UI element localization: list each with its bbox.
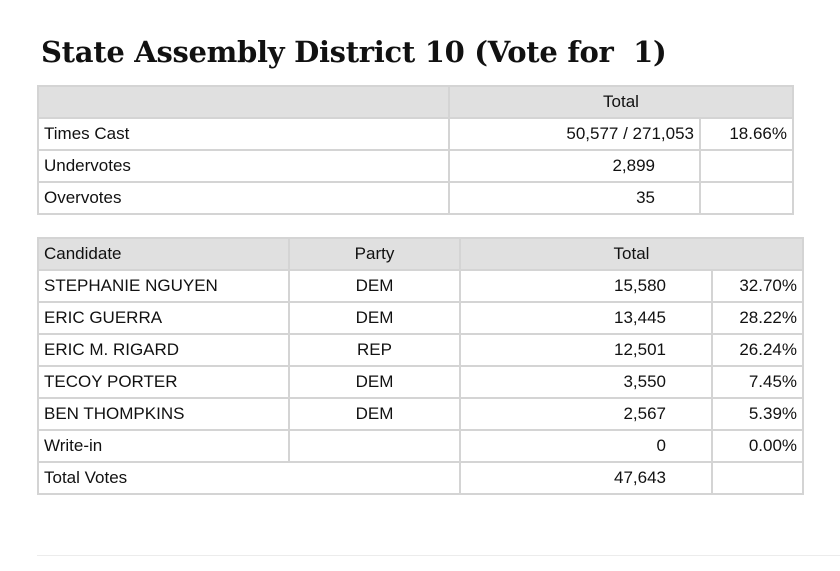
summary-header-total: Total [447,85,795,119]
total-votes-row: Total Votes 47,643 [37,461,805,495]
total-column-header: Total [458,237,805,271]
ballot-summary-table: Total Times Cast 50,577 / 271,053 18.66%… [37,85,795,215]
candidate-percent: 7.45% [710,365,805,399]
table-row: ERIC GUERRA DEM 13,445 28.22% [37,301,805,335]
candidate-votes: 15,580 [459,269,713,303]
candidate-party: REP [288,333,461,367]
candidate-name: BEN THOMPKINS [37,397,290,431]
candidate-name: TECOY PORTER [37,365,290,399]
candidate-party: DEM [288,365,461,399]
table-header-row: Total [37,85,795,119]
candidate-percent: 0.00% [710,429,805,463]
page-title: State Assembly District 10 (Vote for 1) [41,35,667,69]
candidate-name: ERIC GUERRA [37,301,290,335]
overvotes-label: Overvotes [37,181,450,215]
table-row: ERIC M. RIGARD REP 12,501 26.24% [37,333,805,367]
candidate-votes: 12,501 [459,333,713,367]
candidate-votes: 3,550 [459,365,713,399]
table-row: TECOY PORTER DEM 3,550 7.45% [37,365,805,399]
candidate-party: DEM [288,397,461,431]
candidate-percent: 32.70% [710,269,805,303]
candidate-column-header: Candidate [37,237,290,271]
table-row: Overvotes 35 [37,181,795,215]
candidate-percent: 28.22% [710,301,805,335]
undervotes-label: Undervotes [37,149,450,183]
table-row: STEPHANIE NGUYEN DEM 15,580 32.70% [37,269,805,303]
overvotes-value: 35 [448,181,701,215]
candidate-party [288,429,461,463]
candidate-name: Write-in [37,429,290,463]
overvotes-percent [698,181,795,215]
candidate-party: DEM [288,269,461,303]
candidate-party: DEM [288,301,461,335]
candidate-votes: 2,567 [459,397,713,431]
undervotes-percent [698,149,795,183]
table-row: Undervotes 2,899 [37,149,795,183]
table-header-row: Candidate Party Total [37,237,805,271]
total-votes-percent [710,461,805,495]
table-row: Times Cast 50,577 / 271,053 18.66% [37,117,795,151]
table-row: BEN THOMPKINS DEM 2,567 5.39% [37,397,805,431]
times-cast-label: Times Cast [37,117,450,151]
candidate-name: STEPHANIE NGUYEN [37,269,290,303]
divider [37,555,840,556]
party-column-header: Party [288,237,461,271]
times-cast-value: 50,577 / 271,053 [448,117,701,151]
candidate-votes: 13,445 [459,301,713,335]
candidate-percent: 5.39% [710,397,805,431]
undervotes-value: 2,899 [448,149,701,183]
times-cast-percent: 18.66% [698,117,795,151]
candidate-results-table: Candidate Party Total STEPHANIE NGUYEN D… [37,237,805,495]
table-row: Write-in 0 0.00% [37,429,805,463]
candidate-percent: 26.24% [710,333,805,367]
total-votes-value: 47,643 [459,461,713,495]
candidate-votes: 0 [459,429,713,463]
summary-header-blank [37,85,450,119]
candidate-name: ERIC M. RIGARD [37,333,290,367]
total-votes-label: Total Votes [37,461,461,495]
